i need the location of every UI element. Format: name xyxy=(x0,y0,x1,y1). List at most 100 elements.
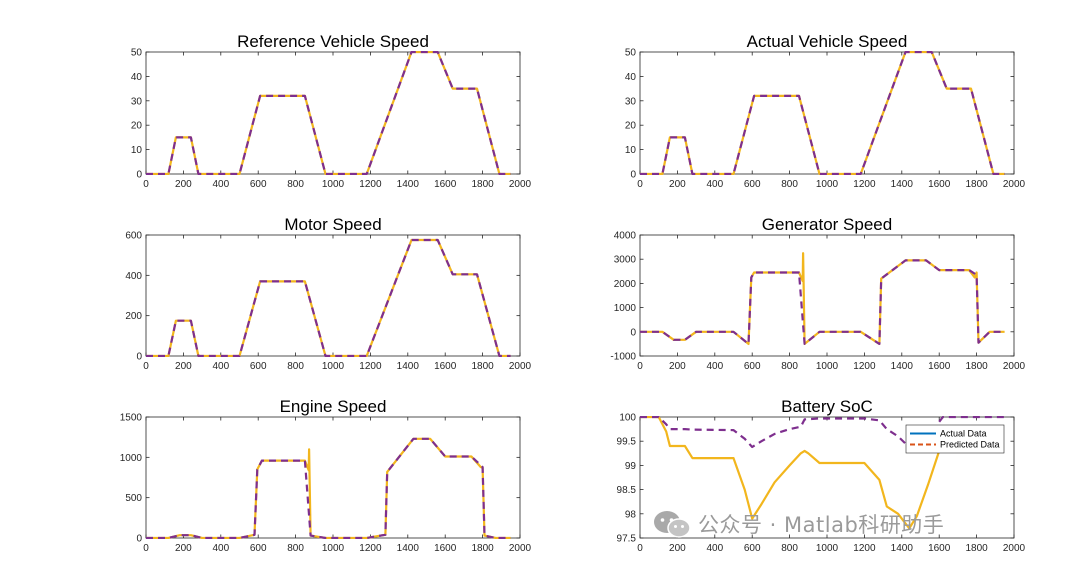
y-tick-label: 500 xyxy=(125,493,142,504)
x-tick-label: 1000 xyxy=(816,179,839,190)
y-tick-label: 20 xyxy=(131,121,143,132)
y-tick-label: 1000 xyxy=(614,303,637,314)
x-tick-label: 600 xyxy=(744,179,761,190)
x-tick-label: 0 xyxy=(637,543,643,554)
y-tick-label: 600 xyxy=(125,231,142,242)
x-tick-label: 1800 xyxy=(965,361,988,372)
x-tick-label: 1200 xyxy=(359,179,382,190)
series-group xyxy=(146,437,511,539)
x-tick-label: 2000 xyxy=(509,543,532,554)
x-tick-label: 2000 xyxy=(1003,361,1026,372)
series-line-actual xyxy=(640,51,1005,175)
y-tick-label: 0 xyxy=(136,352,142,363)
watermark: 公众号 · Matlab科研助手 xyxy=(652,509,944,539)
y-tick-label: 100 xyxy=(619,413,636,424)
subplot-4: Generator Speed 0 200 400 600 800 1000 1200 1400… xyxy=(610,215,1025,372)
x-tick-label: 200 xyxy=(669,361,686,372)
y-tick-label: 0 xyxy=(630,327,636,338)
x-tick-label: 200 xyxy=(175,361,192,372)
x-tick-label: 1200 xyxy=(359,543,382,554)
x-tick-label: 1800 xyxy=(965,179,988,190)
x-tick-label: 1800 xyxy=(471,179,494,190)
axes-box xyxy=(145,51,521,175)
y-tick-label: 0 xyxy=(136,534,142,545)
x-tick-label: 1800 xyxy=(965,543,988,554)
y-tick-label: 4000 xyxy=(614,231,637,242)
series-line-predicted xyxy=(146,238,511,357)
y-tick-label: 50 xyxy=(131,48,143,59)
x-tick-label: 400 xyxy=(212,543,229,554)
series-group xyxy=(640,51,1005,175)
y-tick-label: 40 xyxy=(131,72,143,83)
x-tick-label: 600 xyxy=(250,361,267,372)
x-tick-label: 1600 xyxy=(434,361,457,372)
x-tick-label: 800 xyxy=(781,361,798,372)
y-tick-label: 2000 xyxy=(614,279,637,290)
x-tick-label: 1600 xyxy=(434,179,457,190)
watermark-text: 公众号 · Matlab科研助手 xyxy=(698,513,945,537)
y-tick-label: 0 xyxy=(630,170,636,181)
subplot-5: Engine Speed 0 200 400 600 800 1000 1200 1400 160… xyxy=(120,397,532,554)
series-line-predicted xyxy=(146,437,511,539)
x-tick-label: 600 xyxy=(744,361,761,372)
series-line-actual xyxy=(146,51,511,175)
y-tick-label: 1000 xyxy=(120,453,143,464)
x-tick-label: 400 xyxy=(706,543,723,554)
x-tick-label: 1400 xyxy=(397,543,420,554)
x-tick-label: 200 xyxy=(669,179,686,190)
axes-box xyxy=(145,234,521,357)
legend-label: Actual Data xyxy=(940,429,987,439)
y-tick-label: 40 xyxy=(625,72,637,83)
x-tick-label: 1400 xyxy=(891,179,914,190)
x-tick-label: 0 xyxy=(637,361,643,372)
axes-box xyxy=(639,51,1015,175)
x-tick-label: 0 xyxy=(143,361,149,372)
y-tick-label: 10 xyxy=(625,145,637,156)
x-tick-label: 400 xyxy=(212,179,229,190)
x-tick-label: 800 xyxy=(287,361,304,372)
plot-title: Battery SoC xyxy=(781,397,873,416)
legend-label: Predicted Data xyxy=(940,440,1000,450)
x-tick-label: 0 xyxy=(143,543,149,554)
axes-box xyxy=(145,416,521,539)
x-tick-label: 400 xyxy=(706,361,723,372)
y-tick-label: 200 xyxy=(125,311,142,322)
plot-title: Motor Speed xyxy=(284,215,381,234)
x-tick-label: 800 xyxy=(287,179,304,190)
x-tick-label: 200 xyxy=(175,543,192,554)
plot-title: Engine Speed xyxy=(280,397,387,416)
legend-box xyxy=(905,424,1005,454)
x-tick-label: 1400 xyxy=(891,543,914,554)
x-tick-label: 2000 xyxy=(1003,179,1026,190)
x-tick-label: 0 xyxy=(637,179,643,190)
x-tick-label: 1200 xyxy=(853,361,876,372)
subplot-6: Battery SoC 0 200 400 600 800 1000 1200 1400 1600… xyxy=(617,397,1026,554)
x-tick-label: 600 xyxy=(744,543,761,554)
y-tick-label: 3000 xyxy=(614,255,637,266)
y-tick-label: 98 xyxy=(625,509,637,520)
y-tick-label: 0 xyxy=(136,170,142,181)
x-tick-label: 400 xyxy=(706,179,723,190)
x-tick-label: 800 xyxy=(781,179,798,190)
x-tick-label: 200 xyxy=(175,179,192,190)
y-tick-label: 10 xyxy=(131,145,143,156)
x-tick-label: 800 xyxy=(287,543,304,554)
x-tick-label: 1000 xyxy=(816,361,839,372)
series-group xyxy=(640,252,1005,345)
y-tick-label: 1500 xyxy=(120,413,143,424)
x-tick-label: 1200 xyxy=(853,543,876,554)
y-tick-label: 30 xyxy=(131,96,143,107)
y-tick-label: 98.5 xyxy=(617,485,637,496)
x-tick-label: 1000 xyxy=(322,543,345,554)
x-tick-label: 1800 xyxy=(471,361,494,372)
y-tick-label: -1000 xyxy=(610,352,636,363)
axes-box xyxy=(639,234,1015,357)
x-tick-label: 1600 xyxy=(434,543,457,554)
x-tick-label: 2000 xyxy=(509,179,532,190)
x-tick-label: 1400 xyxy=(397,179,420,190)
x-tick-label: 1600 xyxy=(928,361,951,372)
x-tick-label: 0 xyxy=(143,179,149,190)
